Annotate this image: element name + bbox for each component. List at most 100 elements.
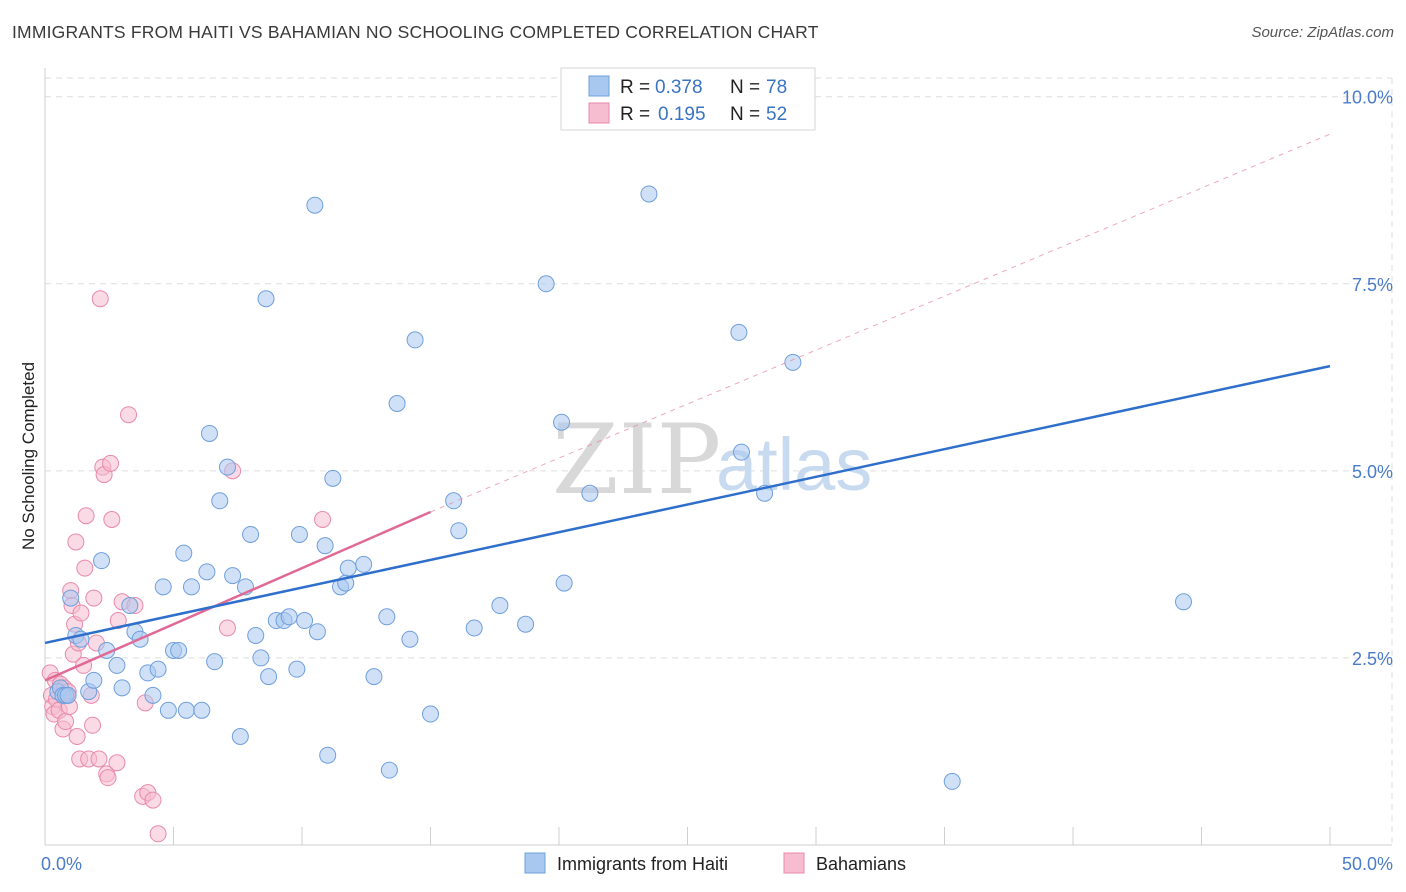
bottom-legend-label-bahamians: Bahamians xyxy=(816,854,906,874)
haiti-trendline xyxy=(44,364,1331,645)
haiti-point xyxy=(218,458,236,476)
legend-swatch-bahamians xyxy=(588,102,610,124)
bahamians-point xyxy=(314,510,332,528)
gridlines xyxy=(45,77,1393,845)
series-bahamians-points xyxy=(41,290,332,843)
legend-r-label: R = xyxy=(620,77,650,98)
haiti-point xyxy=(555,574,573,592)
legend-r-label: R = xyxy=(620,104,650,125)
haiti-point xyxy=(378,608,396,626)
haiti-point xyxy=(380,761,398,779)
haiti-point xyxy=(175,544,193,562)
haiti-point xyxy=(193,701,211,719)
haiti-point xyxy=(401,630,419,648)
haiti-point xyxy=(465,619,483,637)
series-haiti-points xyxy=(49,185,1193,790)
haiti-point xyxy=(260,668,278,686)
legend-n-value-bahamians: 52 xyxy=(766,104,787,125)
axes xyxy=(44,68,1392,846)
haiti-point xyxy=(290,525,308,543)
haiti-point xyxy=(224,567,242,585)
bottom-legend-label-haiti: Immigrants from Haiti xyxy=(557,854,728,874)
y-tick-label-1: 5.0% xyxy=(1352,462,1393,482)
bahamians-point xyxy=(84,716,102,734)
haiti-point xyxy=(319,746,337,764)
haiti-point xyxy=(182,578,200,596)
haiti-point xyxy=(211,492,229,510)
haiti-point xyxy=(121,597,139,615)
bahamians-point xyxy=(149,825,167,843)
haiti-point xyxy=(154,578,172,596)
y-tick-label-0: 2.5% xyxy=(1352,649,1393,669)
y-tick-labels: 2.5% 5.0% 7.5% 10.0% xyxy=(1342,88,1393,669)
haiti-point xyxy=(339,559,357,577)
haiti-point xyxy=(306,196,324,214)
haiti-point xyxy=(85,671,103,689)
bahamians-point xyxy=(77,507,95,525)
haiti-point xyxy=(113,679,131,697)
haiti-point xyxy=(388,395,406,413)
source-label: Source: ZipAtlas.com xyxy=(1251,24,1394,41)
chart-title: IMMIGRANTS FROM HAITI VS BAHAMIAN NO SCH… xyxy=(12,22,819,42)
haiti-point xyxy=(108,656,126,674)
haiti-point xyxy=(288,660,306,678)
bahamians-point xyxy=(91,290,109,308)
legend-r-value-haiti: 0.378 xyxy=(655,77,703,98)
haiti-point xyxy=(308,623,326,641)
haiti-point xyxy=(198,563,216,581)
haiti-point xyxy=(537,275,555,293)
haiti-point xyxy=(406,331,424,349)
haiti-point xyxy=(730,323,748,341)
haiti-point xyxy=(242,525,260,543)
bahamians-point xyxy=(109,612,127,630)
top-legend: R = 0.378 N = 78 R = 0.195 N = 52 xyxy=(560,67,816,131)
bahamians-trendline-extended xyxy=(430,133,1331,513)
haiti-point xyxy=(206,653,224,671)
haiti-point xyxy=(280,608,298,626)
haiti-point xyxy=(296,612,314,630)
bahamians-point xyxy=(85,589,103,607)
haiti-point xyxy=(170,641,188,659)
legend-n-value-haiti: 78 xyxy=(766,77,787,98)
haiti-point xyxy=(59,686,77,704)
haiti-point xyxy=(422,705,439,723)
haiti-point xyxy=(159,701,177,719)
bottom-legend-swatch-bahamians xyxy=(783,852,805,874)
haiti-point xyxy=(732,443,750,461)
bahamians-point xyxy=(90,750,108,768)
haiti-point xyxy=(581,484,599,502)
haiti-point xyxy=(177,701,195,719)
bahamians-point xyxy=(72,604,90,622)
bahamians-point xyxy=(103,510,121,528)
bahamians-point xyxy=(99,769,117,787)
x-tick-label-0: 0.0% xyxy=(41,854,82,874)
bahamians-point xyxy=(218,619,236,637)
haiti-point xyxy=(640,185,658,203)
bahamians-trendline xyxy=(44,510,432,682)
haiti-point xyxy=(231,727,249,745)
haiti-point xyxy=(200,424,218,442)
bahamians-point xyxy=(144,791,162,809)
x-tick-labels: 0.0% 50.0% xyxy=(41,854,1393,874)
bottom-legend-swatch-haiti xyxy=(524,852,546,874)
bahamians-point xyxy=(108,754,126,772)
haiti-point xyxy=(553,413,571,431)
haiti-point xyxy=(93,552,111,570)
haiti-point xyxy=(1175,593,1193,611)
haiti-point xyxy=(149,660,167,678)
watermark-zip: ZIP xyxy=(552,404,721,516)
haiti-point xyxy=(355,555,373,573)
y-tick-label-3: 10.0% xyxy=(1342,88,1393,108)
haiti-point xyxy=(62,589,80,607)
bahamians-point xyxy=(68,727,86,745)
bahamians-point xyxy=(57,713,75,731)
haiti-point xyxy=(316,537,334,555)
bahamians-point xyxy=(67,533,85,551)
bottom-legend: Immigrants from Haiti Bahamians xyxy=(524,852,906,874)
bahamians-point xyxy=(120,406,138,424)
legend-n-label: N = xyxy=(730,77,760,98)
haiti-point xyxy=(144,686,162,704)
haiti-point xyxy=(517,615,535,633)
haiti-point xyxy=(324,469,342,487)
trendlines xyxy=(44,133,1331,682)
